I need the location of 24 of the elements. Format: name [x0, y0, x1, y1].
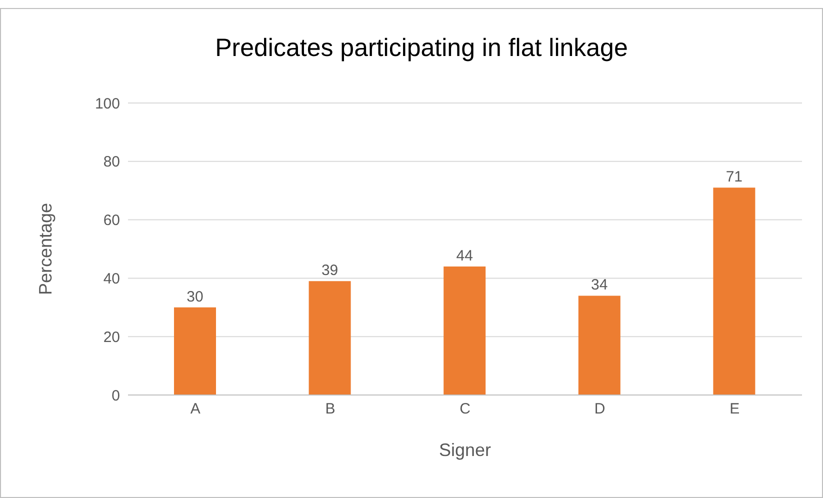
bar	[578, 296, 620, 395]
y-axis-title: Percentage	[35, 202, 56, 296]
bar	[444, 266, 486, 395]
chart-title: Predicates participating in flat linkage	[214, 34, 629, 63]
y-tick-label: 100	[94, 95, 120, 112]
x-tick-label: D	[594, 400, 606, 418]
bar	[308, 281, 351, 395]
x-tick-label: C	[460, 400, 471, 418]
y-tick-label: 60	[103, 212, 120, 230]
data-label: 71	[726, 168, 743, 186]
bar	[713, 188, 756, 395]
x-tick-label: A	[190, 400, 200, 418]
y-tick-label: 40	[103, 270, 120, 288]
data-label: 39	[321, 262, 338, 280]
y-tick-label: 20	[103, 328, 120, 346]
x-tick-label: B	[325, 400, 336, 418]
y-tick-label: 0	[112, 387, 120, 404]
x-axis-title: Signer	[438, 440, 492, 460]
bar	[174, 307, 216, 395]
x-tick-label: E	[730, 400, 740, 418]
data-label: 34	[591, 276, 608, 294]
data-label: 44	[456, 248, 473, 265]
data-label: 30	[186, 288, 204, 306]
y-tick-label: 80	[103, 154, 120, 171]
